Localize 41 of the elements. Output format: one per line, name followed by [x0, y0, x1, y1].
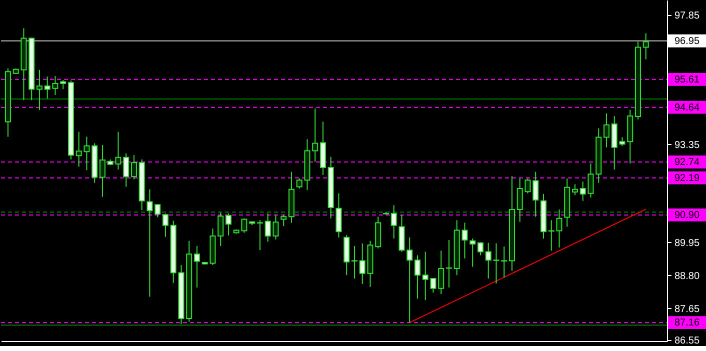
y-tick-label: 88.80 — [674, 270, 700, 282]
candlestick — [36, 69, 42, 110]
y-tick-label: 97.85 — [674, 10, 700, 22]
candlestick — [398, 214, 405, 252]
candlestick — [438, 250, 444, 295]
candlestick — [99, 144, 106, 198]
candlestick — [406, 236, 413, 324]
candlestick — [218, 212, 224, 247]
y-tick-label: 87.65 — [674, 304, 700, 315]
candlestick — [414, 254, 420, 300]
candlestick — [501, 246, 508, 278]
ref-line-label: 96.95 — [674, 36, 700, 47]
y-tick-label: 89.95 — [674, 238, 700, 249]
candlestick — [572, 184, 578, 196]
candlestick — [194, 246, 200, 288]
candlestick — [603, 112, 610, 148]
candlestick — [642, 32, 649, 60]
ref-line-label: 92.19 — [674, 172, 700, 184]
y-tick-label: 93.35 — [674, 140, 700, 151]
candlestick — [154, 204, 161, 218]
candlestick — [470, 238, 476, 268]
ref-line-label: 90.90 — [674, 210, 700, 221]
candlestick — [225, 213, 232, 236]
candlestick — [477, 242, 484, 256]
candlestick — [336, 192, 342, 238]
candlestick — [532, 171, 539, 218]
candlestick — [60, 80, 66, 90]
candlestick — [351, 246, 358, 280]
candlestick — [312, 108, 318, 162]
candlestick — [390, 204, 397, 240]
ref-line-label: 87.16 — [674, 318, 700, 329]
candlestick — [123, 152, 130, 188]
candlestick — [162, 213, 168, 238]
ref-line-label: 92.74 — [674, 157, 700, 168]
candlestick — [375, 216, 382, 249]
candlestick — [280, 214, 287, 227]
candlestick — [256, 220, 263, 251]
ref-line-label: 94.64 — [674, 102, 700, 114]
ref-line-label: 95.61 — [674, 74, 700, 86]
y-tick-label: 86.55 — [674, 336, 700, 347]
candlestick — [130, 154, 137, 180]
